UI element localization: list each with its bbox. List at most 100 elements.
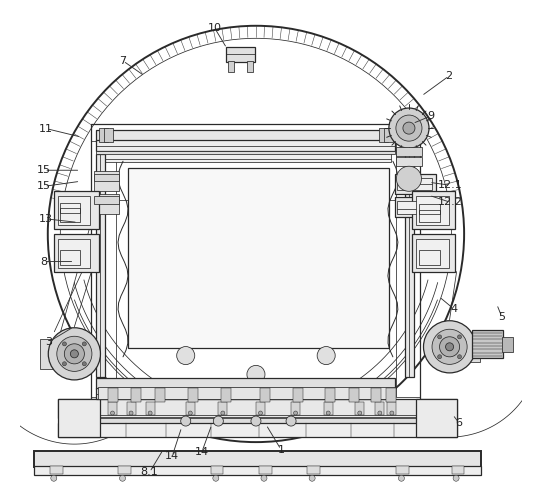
Circle shape bbox=[180, 416, 191, 426]
Bar bbox=[472, 330, 503, 358]
Circle shape bbox=[294, 411, 298, 415]
Text: 8: 8 bbox=[41, 257, 48, 267]
Circle shape bbox=[437, 355, 442, 359]
Circle shape bbox=[48, 328, 100, 380]
Text: 10: 10 bbox=[208, 23, 222, 33]
Bar bbox=[259, 466, 272, 474]
Circle shape bbox=[259, 411, 262, 415]
Bar bbox=[396, 466, 409, 474]
Bar bbox=[94, 196, 119, 204]
Circle shape bbox=[403, 122, 415, 134]
Bar bbox=[58, 423, 456, 437]
Circle shape bbox=[440, 337, 460, 357]
Bar bbox=[371, 388, 382, 402]
Bar bbox=[50, 466, 63, 474]
Bar bbox=[96, 378, 396, 389]
Bar bbox=[388, 402, 396, 414]
Text: 7: 7 bbox=[119, 56, 127, 66]
Bar bbox=[108, 388, 118, 402]
Bar bbox=[100, 153, 391, 162]
Bar bbox=[226, 47, 255, 62]
Text: 4: 4 bbox=[450, 304, 457, 314]
Bar bbox=[94, 171, 119, 191]
Bar bbox=[420, 210, 440, 222]
Bar bbox=[126, 402, 136, 414]
Bar bbox=[96, 151, 396, 154]
Bar bbox=[247, 61, 253, 72]
Bar bbox=[416, 399, 456, 437]
Text: 12.1: 12.1 bbox=[438, 180, 463, 190]
Bar bbox=[131, 388, 140, 402]
Bar bbox=[58, 417, 456, 425]
Bar bbox=[96, 130, 396, 141]
Bar bbox=[58, 196, 91, 225]
Circle shape bbox=[453, 475, 459, 481]
Bar bbox=[34, 466, 481, 475]
Circle shape bbox=[378, 411, 382, 415]
Text: 1: 1 bbox=[278, 445, 285, 455]
Text: 3: 3 bbox=[46, 337, 52, 347]
Circle shape bbox=[221, 411, 225, 415]
Bar bbox=[379, 128, 389, 142]
Bar bbox=[60, 203, 80, 213]
Text: 11: 11 bbox=[39, 124, 53, 134]
Circle shape bbox=[177, 347, 195, 365]
Bar bbox=[146, 402, 154, 414]
Bar bbox=[260, 388, 270, 402]
Bar bbox=[416, 239, 449, 268]
Bar bbox=[108, 402, 117, 414]
Circle shape bbox=[214, 416, 223, 426]
Bar bbox=[60, 250, 80, 265]
Bar bbox=[92, 141, 115, 397]
Bar bbox=[416, 196, 449, 225]
Circle shape bbox=[64, 344, 85, 364]
Bar bbox=[128, 168, 389, 348]
Bar bbox=[396, 174, 436, 194]
Bar bbox=[54, 191, 99, 229]
Bar bbox=[396, 141, 421, 397]
Bar bbox=[60, 208, 80, 222]
Bar bbox=[502, 337, 513, 352]
Bar bbox=[396, 197, 436, 217]
Bar bbox=[188, 388, 198, 402]
Bar bbox=[34, 451, 481, 467]
Bar bbox=[256, 402, 265, 414]
Text: 5: 5 bbox=[498, 312, 505, 322]
Bar bbox=[58, 399, 456, 418]
Bar bbox=[451, 466, 464, 474]
Bar bbox=[154, 388, 165, 402]
Circle shape bbox=[390, 411, 394, 415]
Bar bbox=[96, 388, 396, 399]
Circle shape bbox=[398, 475, 404, 481]
Bar bbox=[96, 154, 106, 377]
Bar bbox=[324, 402, 333, 414]
Bar bbox=[449, 332, 480, 362]
Text: 15: 15 bbox=[37, 165, 51, 175]
Circle shape bbox=[188, 411, 192, 415]
Circle shape bbox=[111, 411, 114, 415]
Circle shape bbox=[148, 411, 152, 415]
Bar bbox=[92, 124, 421, 408]
Bar bbox=[40, 339, 74, 369]
Bar bbox=[293, 388, 302, 402]
Circle shape bbox=[389, 108, 429, 148]
Text: 9: 9 bbox=[427, 111, 434, 121]
Circle shape bbox=[57, 337, 92, 371]
Bar bbox=[58, 399, 100, 437]
Bar bbox=[307, 466, 320, 474]
Circle shape bbox=[261, 475, 267, 481]
Bar bbox=[420, 250, 440, 265]
Circle shape bbox=[247, 365, 265, 383]
Bar bbox=[98, 387, 396, 399]
Circle shape bbox=[213, 475, 219, 481]
Circle shape bbox=[62, 342, 67, 346]
Circle shape bbox=[432, 329, 467, 364]
Circle shape bbox=[70, 350, 79, 358]
Bar bbox=[412, 234, 455, 272]
Bar bbox=[58, 239, 91, 268]
Bar bbox=[420, 204, 440, 214]
Text: 6: 6 bbox=[456, 418, 463, 428]
Bar bbox=[325, 388, 335, 402]
Bar bbox=[221, 388, 231, 402]
Circle shape bbox=[129, 411, 133, 415]
